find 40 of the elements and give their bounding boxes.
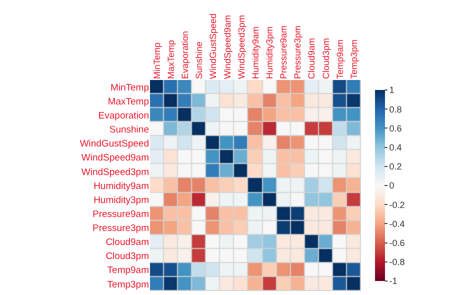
x-tick-label: Cloud9am [306,38,317,79]
color-bar-label: 0.2 [389,162,402,172]
x-tick-label: WindSpeed3pm [236,14,246,79]
color-bar-label: -1 [389,276,398,286]
x-tick-label: WindGustSpeed [208,13,218,79]
y-tick-label: Sunshine [109,124,149,136]
x-tick-label: Temp9am [334,39,345,79]
x-tick-label: WindSpeed9am [222,14,232,79]
y-tick-label: Cloud3pm [106,251,150,262]
x-tick-label: Sunshine [194,41,204,79]
x-tick-label: Temp3pm [348,39,359,79]
color-bar-label: 0 [389,180,394,191]
y-tick-label: WindGustSpeed [80,138,149,150]
y-tick-label: Humidity3pm [94,194,150,206]
y-tick-label: Temp9am [107,265,150,276]
y-tick-label: Evaporation [98,110,149,122]
color-bar-label: -0.6 [389,238,405,248]
y-tick-label: MinTemp [110,82,149,94]
color-bar-label: -0.2 [389,200,405,210]
color-bar-label: 1 [389,85,394,96]
y-tick-label: Pressure9am [92,208,150,220]
x-tick-label: Cloud3pm [320,38,331,79]
x-tick-label: Evaporation [180,30,190,79]
y-tick-label: Temp3pm [107,279,150,290]
color-bar-label: 0.8 [389,104,402,114]
color-bar-label: 0.6 [389,123,402,134]
color-bar-label: 0.4 [389,142,402,152]
x-tick-label: Pressure3pm [292,25,303,79]
y-tick-label: WindSpeed9am [81,152,150,164]
y-tick-label: WindSpeed3pm [81,166,150,178]
y-tick-label: Cloud9am [106,237,150,248]
color-bar-label: -0.8 [389,257,405,268]
y-tick-label: Pressure3pm [92,223,150,234]
y-tick-label: MaxTemp [108,96,149,108]
color-bar-label: -0.4 [389,218,405,229]
x-tick-label: Humidity9am [250,26,260,79]
y-tick-label: Humidity9am [94,180,150,192]
x-tick-label: Humidity3pm [264,26,274,79]
x-tick-label: Pressure9am [278,25,289,79]
x-tick-label: MaxTemp [166,40,176,79]
